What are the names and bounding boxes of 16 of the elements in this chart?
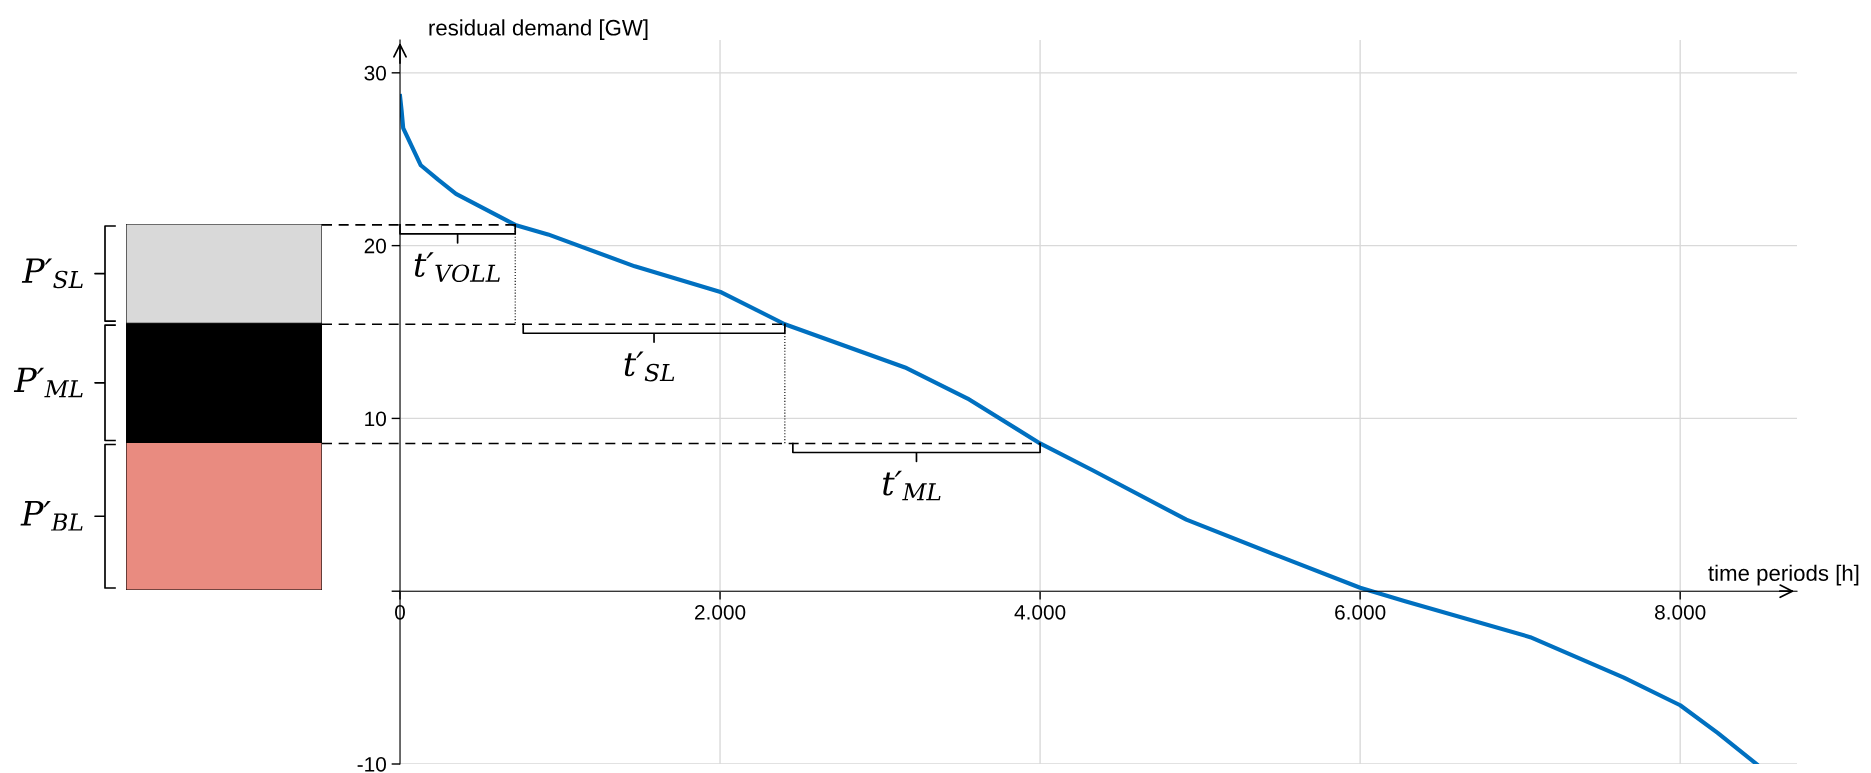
y-tick-label: 10 bbox=[365, 411, 386, 427]
y-tick-label: 30 bbox=[364, 65, 386, 81]
series-label: P′$_{BL}$ bbox=[20, 501, 83, 531]
x-tick-label: 4.000 bbox=[1014, 604, 1066, 620]
y-tick-label: 20 bbox=[364, 238, 386, 254]
annotation: t′$_{VOLL}$ bbox=[414, 252, 500, 283]
y-axis-title: residual demand [GW] bbox=[429, 19, 648, 40]
series-label: P′$_{SL}$ bbox=[21, 258, 83, 289]
x-tick-label: 8.000 bbox=[1655, 604, 1706, 620]
annotation: t′$_{ML}$ bbox=[883, 470, 941, 501]
x-tick-label: 6.000 bbox=[1335, 604, 1386, 620]
annotation: t′$_{SL}$ bbox=[624, 351, 675, 382]
x-tick-label: 2.000 bbox=[695, 604, 746, 620]
series-label: P′$_{ML}$ bbox=[13, 367, 83, 398]
y-tick-label: -10 bbox=[357, 757, 386, 772]
x-axis-title: time periods [h] bbox=[1708, 564, 1859, 586]
